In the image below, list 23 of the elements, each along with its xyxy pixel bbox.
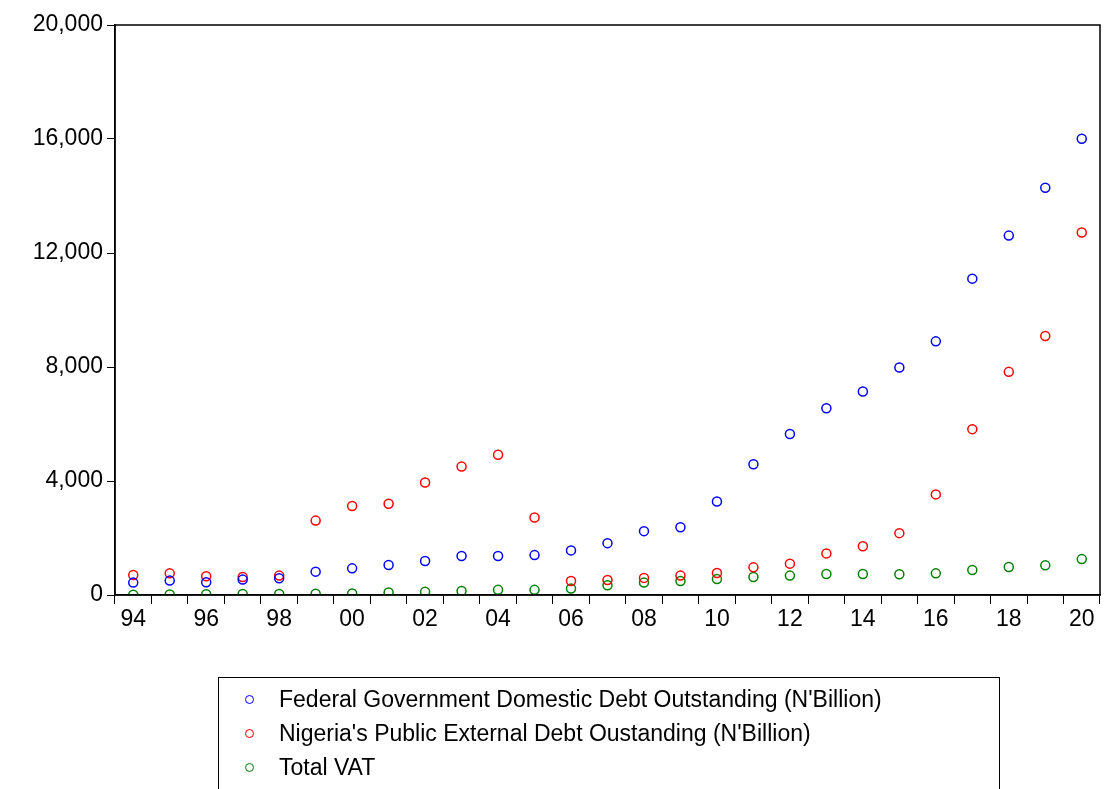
- x-tick-label: 06: [558, 605, 584, 632]
- x-tick-label: 20: [1068, 605, 1095, 632]
- x-tick-label: 94: [120, 605, 147, 632]
- x-tick-label: 98: [266, 605, 292, 632]
- x-tick-label: 14: [850, 605, 876, 632]
- x-tick-label: 12: [777, 605, 803, 632]
- y-tick-label: 8,000: [45, 352, 103, 379]
- y-tick-label: 16,000: [32, 124, 103, 151]
- x-tick-label: 18: [996, 605, 1022, 632]
- y-tick-label: 4,000: [45, 466, 103, 493]
- legend-label: Federal Government Domestic Debt Outstanding (N'Billion): [279, 685, 882, 713]
- legend-label: Total VAT: [279, 753, 376, 781]
- x-tick-label: 04: [485, 605, 512, 632]
- x-tick-label: 02: [412, 605, 438, 632]
- x-tick-label: 96: [193, 605, 219, 632]
- x-tick-label: 08: [631, 605, 657, 632]
- x-tick-label: 00: [339, 605, 365, 632]
- x-tick-label: 16: [923, 605, 949, 632]
- y-tick-label: 0: [90, 580, 103, 607]
- legend-label: Nigeria's Public External Debt Oustanding (N'Billion): [279, 719, 811, 747]
- y-tick-label: 12,000: [32, 238, 103, 265]
- y-tick-label: 20,000: [32, 10, 103, 37]
- x-tick-label: 10: [704, 605, 730, 632]
